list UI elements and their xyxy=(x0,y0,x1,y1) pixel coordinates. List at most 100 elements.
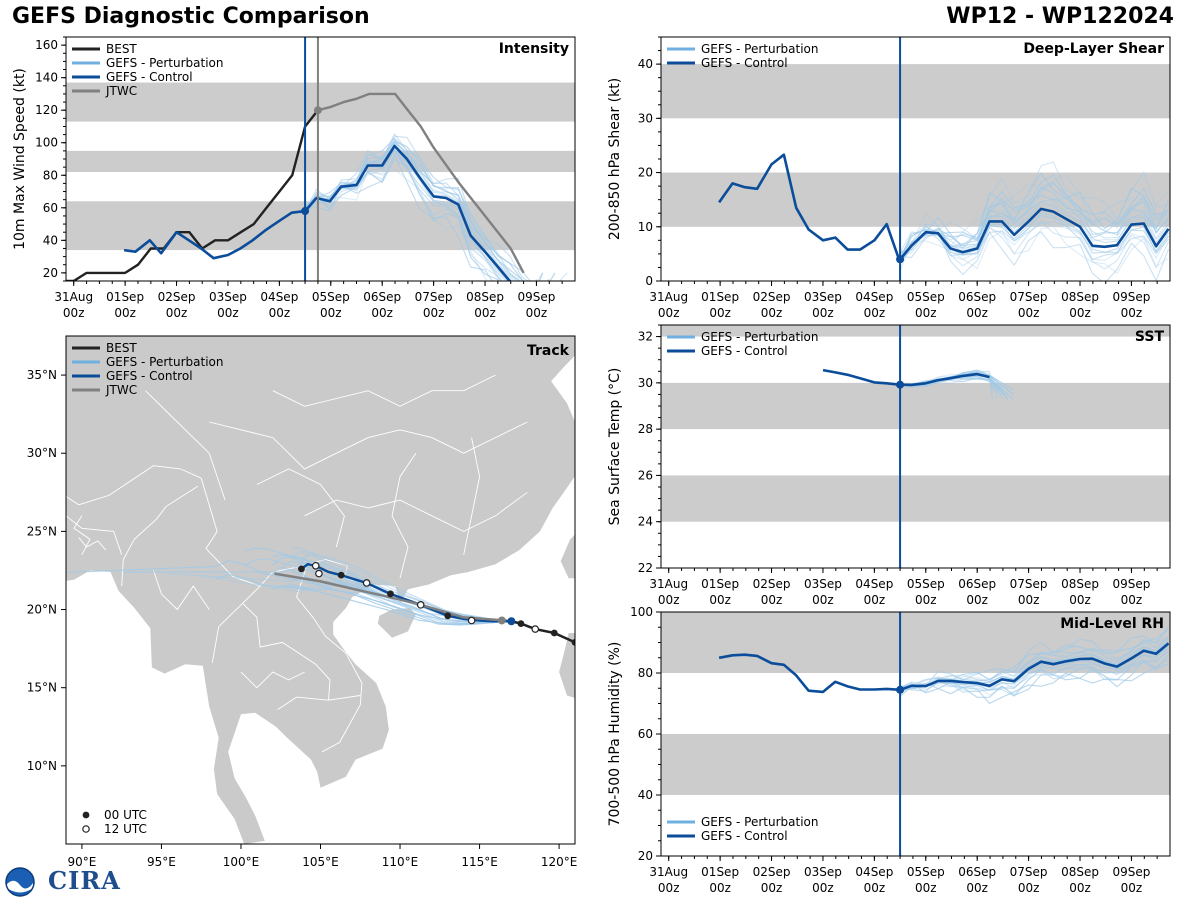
shear-legend-label-control: GEFS - Control xyxy=(701,56,788,70)
sst-band-2 xyxy=(661,325,1170,337)
shear-title: Deep-Layer Shear xyxy=(1023,41,1164,57)
rh-ytick-label: 100 xyxy=(630,605,653,619)
rh-plot-area xyxy=(661,612,1170,856)
border-district-3 xyxy=(240,671,305,689)
rh-xtick-sublabel: 00z xyxy=(915,881,937,895)
border-province-2 xyxy=(304,491,528,532)
intensity-jtwc-line xyxy=(317,92,525,274)
track-legend-00utc-label: 00 UTC xyxy=(104,808,147,822)
sst-legend-label-perturbation: GEFS - Perturbation xyxy=(701,330,818,344)
shear-xtick-label: 08Sep xyxy=(1061,290,1099,304)
intensity-xtick-label: 04Sep xyxy=(260,290,298,304)
panel-intensity: 20 40 60 80 100 120 140 160 31Aug 00z 01Sep 00z 02Se… xyxy=(12,36,576,320)
sst-xtick-label: 02Sep xyxy=(753,577,791,591)
sst-xtick-sublabel: 00z xyxy=(761,593,783,607)
sst-xtick-label: 03Sep xyxy=(804,577,842,591)
track-xtick-label: 115°E xyxy=(461,855,498,869)
track-point-12utc xyxy=(467,616,476,625)
rh-ytick-label: 20 xyxy=(638,849,653,863)
track-xtick-label: 90°E xyxy=(67,855,96,869)
border-myanmar-india xyxy=(121,485,199,587)
intensity-xtick-label: 01Sep xyxy=(106,290,144,304)
intensity-xtick-label: 09Sep xyxy=(517,290,555,304)
shear-ytick-label: 40 xyxy=(638,57,653,71)
rh-xtick-label: 05Sep xyxy=(907,865,945,879)
shear-perturbation-line xyxy=(899,200,1169,258)
intensity-xtick-sublabel: 00z xyxy=(320,306,342,320)
shear-xtick-sublabel: 00z xyxy=(761,306,783,320)
cira-logo-text: CIRA xyxy=(48,866,121,895)
track-xtick-label: 110°E xyxy=(382,855,419,869)
intensity-perturbation-line xyxy=(304,150,568,281)
rh-perturbation-line xyxy=(899,625,1169,690)
border-province-1 xyxy=(209,421,528,470)
shear-xtick-sublabel: 00z xyxy=(864,306,886,320)
border-district-1 xyxy=(73,515,91,556)
track-title: Track xyxy=(527,343,570,359)
storm-id-title: WP12 - WP122024 xyxy=(946,4,1174,29)
hainan-island xyxy=(377,608,416,638)
rh-xtick-sublabel: 00z xyxy=(1121,881,1143,895)
intensity-xtick-sublabel: 00z xyxy=(217,306,239,320)
track-ytick-label: 15°N xyxy=(27,681,57,695)
track-legend-label-control: GEFS - Control xyxy=(106,369,193,383)
sst-xtick-label: 08Sep xyxy=(1061,577,1099,591)
sst-xtick-sublabel: 00z xyxy=(658,593,680,607)
track-xtick-label: 95°E xyxy=(147,855,176,869)
shear-xtick-sublabel: 00z xyxy=(1121,306,1143,320)
shear-xtick-label: 02Sep xyxy=(753,290,791,304)
sst-ytick-label: 28 xyxy=(638,422,653,436)
rh-xtick-label: 06Sep xyxy=(958,865,996,879)
shear-xtick-sublabel: 00z xyxy=(812,306,834,320)
rh-band-1 xyxy=(661,612,1170,673)
sst-title: SST xyxy=(1135,329,1165,345)
intensity-xtick-sublabel: 00z xyxy=(114,306,136,320)
noaa-logo-icon xyxy=(5,867,35,897)
rh-xtick-label: 07Sep xyxy=(1010,865,1048,879)
shear-xtick-label: 03Sep xyxy=(804,290,842,304)
border-province-3 xyxy=(272,374,496,407)
track-point-00utc xyxy=(444,612,452,620)
intensity-perturbation-line xyxy=(304,153,502,281)
rh-xtick-sublabel: 00z xyxy=(864,881,886,895)
intensity-plot-area xyxy=(66,37,575,281)
track-point-00utc xyxy=(298,565,305,573)
sst-legend-label-control: GEFS - Control xyxy=(701,344,788,358)
rh-ytick-label: 80 xyxy=(638,666,653,680)
rh-xtick-sublabel: 00z xyxy=(658,881,680,895)
shear-xtick-label: 07Sep xyxy=(1010,290,1048,304)
shear-perturbation-line xyxy=(899,161,1169,253)
sst-band-0 xyxy=(661,475,1170,522)
track-xtick-label: 105°E xyxy=(302,855,339,869)
border-province-7 xyxy=(145,390,226,501)
track-point-00utc xyxy=(337,571,345,579)
shear-ytick-label: 30 xyxy=(638,111,653,125)
intensity-ytick-label: 80 xyxy=(43,168,58,182)
panel-sst: 22 24 26 28 30 32 31Aug 00z 01Sep 00z 02Sep 00z 03Se… xyxy=(607,324,1171,607)
shear-xtick-sublabel: 00z xyxy=(1069,306,1091,320)
border-china-india xyxy=(78,465,202,506)
intensity-xtick-sublabel: 00z xyxy=(423,306,445,320)
shear-perturbation-line xyxy=(900,172,1170,253)
shear-band-0 xyxy=(661,172,1170,227)
sst-xtick-label: 05Sep xyxy=(907,577,945,591)
rh-xtick-sublabel: 00z xyxy=(709,881,731,895)
rh-legend-label-control: GEFS - Control xyxy=(701,829,788,843)
taiwan-island xyxy=(560,534,575,579)
rh-xtick-sublabel: 00z xyxy=(1069,881,1091,895)
intensity-xtick-label: 03Sep xyxy=(209,290,247,304)
rh-gefs-control-line xyxy=(718,642,1170,694)
track-perturbation-line xyxy=(66,560,512,623)
rh-xtick-label: 04Sep xyxy=(855,865,893,879)
intensity-xtick-sublabel: 00z xyxy=(526,306,548,320)
sst-plot-area xyxy=(661,325,1170,568)
intensity-ytick-label: 140 xyxy=(35,71,58,85)
shear-plot-area xyxy=(661,37,1170,281)
rh-xtick-label: 03Sep xyxy=(804,865,842,879)
sst-control-init-marker xyxy=(896,380,905,389)
intensity-xtick-label: 08Sep xyxy=(466,290,504,304)
shear-perturbation-line xyxy=(900,231,1170,281)
sst-band-1 xyxy=(661,382,1170,430)
track-point-00utc xyxy=(517,620,525,628)
shear-xtick-sublabel: 00z xyxy=(1018,306,1040,320)
